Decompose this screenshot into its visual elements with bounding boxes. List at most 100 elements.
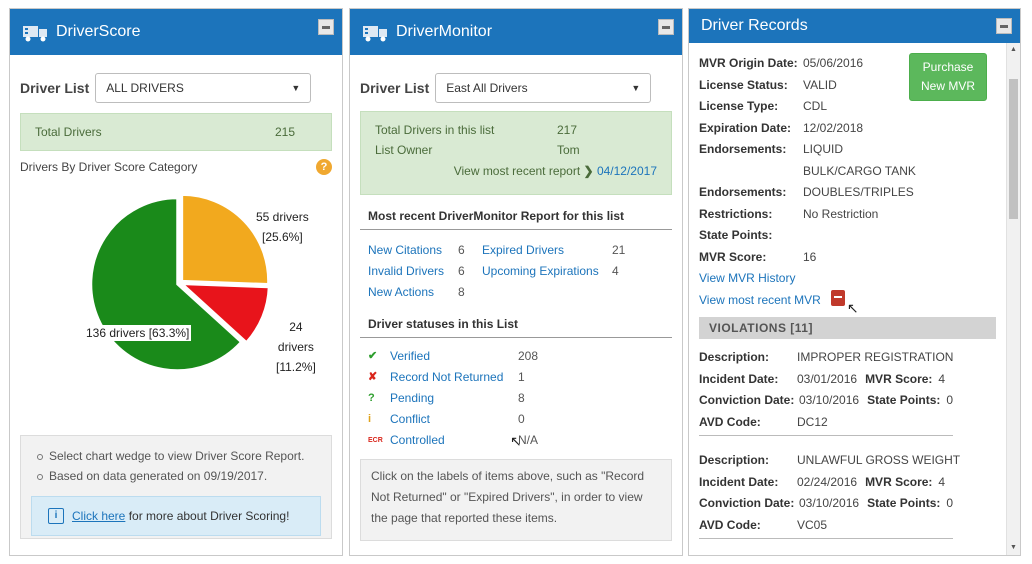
record-not-returned-link[interactable]: Record Not Returned — [390, 370, 504, 384]
category-row: Drivers By Driver Score Category ? — [10, 151, 342, 175]
driver-list-row: Driver List ALL DRIVERS ▼ — [10, 55, 342, 103]
recent-report-date-link[interactable]: 04/12/2017 — [596, 164, 657, 178]
driver-list-select[interactable]: East All Drivers ▼ — [435, 73, 652, 103]
chevron-down-icon: ▼ — [291, 83, 301, 93]
conflict-link[interactable]: Conflict — [390, 412, 431, 426]
purchase-new-mvr-button[interactable]: Purchase New MVR — [909, 53, 987, 101]
mouse-cursor-icon: ↖ — [510, 433, 522, 449]
slice-label-green[interactable]: 136 drivers [63.3%] — [84, 325, 192, 341]
category-label: Drivers By Driver Score Category — [20, 160, 198, 174]
mvr-field-row: BULK/CARGO TANK — [699, 161, 996, 183]
new-citations-link[interactable]: New Citations — [368, 243, 443, 257]
incident-date-value: 03/01/2016 — [797, 371, 858, 386]
scroll-thumb[interactable] — [1009, 79, 1018, 219]
upcoming-expirations-link[interactable]: Upcoming Expirations — [482, 264, 599, 278]
note-item: Based on data generated on 09/19/2017. — [31, 466, 321, 486]
view-mvr-history-link[interactable]: View MVR History — [699, 271, 796, 285]
total-drivers-box: Total Drivers 215 — [20, 113, 332, 151]
mvr-field-value: 12/02/2018 — [803, 120, 864, 135]
view-recent-mvr-link[interactable]: View most recent MVR — [699, 292, 821, 307]
controlled-count: N/A — [518, 433, 539, 447]
driverscore-header: DriverScore — [10, 9, 342, 55]
mvr-field-value: VALID — [803, 77, 837, 92]
truck-icon — [23, 26, 47, 42]
state-points-value: 0 — [946, 496, 954, 510]
mvr-fields: MVR Origin Date: 05/06/2016 License Status… — [699, 53, 996, 268]
click-here-link[interactable]: Click here — [72, 509, 126, 523]
expired-drivers-count: 21 — [612, 243, 626, 257]
mouse-cursor-icon: ↖ — [846, 299, 859, 316]
recent-mvr-row: View most recent MVR ↖ — [699, 289, 996, 316]
recent-report-label: View most recent report — [453, 164, 581, 178]
list-owner-value: Tom — [557, 143, 580, 157]
chevron-right-icon: ❯ — [583, 164, 594, 178]
pending-count: 8 — [518, 391, 525, 405]
drivermonitor-title: DriverMonitor — [396, 23, 493, 40]
mvr-field-value: No Restriction — [803, 206, 879, 221]
controlled-link[interactable]: Controlled — [390, 433, 445, 447]
drivermonitor-note: Click on the labels of items above, such… — [360, 459, 672, 541]
state-points-label: State Points: — [867, 393, 941, 407]
driver-records-panel: Driver Records Purchase New MVR MVR Orig… — [688, 8, 1021, 556]
mvr-field-label: Restrictions: — [699, 206, 773, 221]
mvr-field-label: License Status: — [699, 77, 788, 92]
mvr-field-label: MVR Origin Date: — [699, 56, 798, 70]
mvr-field-label: License Type: — [699, 99, 779, 113]
driver-score-pie-chart: 136 drivers [63.3%] 55 drivers [25.6%] 2… — [10, 185, 342, 415]
record-not-returned-count: 1 — [518, 370, 525, 384]
scroll-up-arrow-icon[interactable]: ▲ — [1010, 46, 1017, 53]
new-citations-count: 6 — [458, 243, 465, 257]
drivermonitor-panel: DriverMonitor Driver List East All Drive… — [349, 8, 683, 556]
conflict-count: 0 — [518, 412, 525, 426]
pending-icon: ? — [368, 392, 375, 404]
mvr-field-value: DOUBLES/TRIPLES — [803, 185, 914, 199]
pending-link[interactable]: Pending — [390, 391, 435, 405]
note-item: Select chart wedge to view Driver Score … — [31, 446, 321, 466]
description-label: Description: — [699, 453, 770, 467]
driver-list-value: ALL DRIVERS — [106, 81, 184, 95]
divider — [699, 435, 953, 436]
pie-slice-red[interactable] — [180, 283, 270, 344]
invalid-drivers-link[interactable]: Invalid Drivers — [368, 264, 445, 278]
status-row: i Conflict 0 — [368, 409, 664, 430]
slice-label-red[interactable]: 24 drivers [11.2%] — [276, 317, 316, 377]
mvr-field-row: License Type: CDL — [699, 96, 996, 118]
total-drivers-value: 215 — [275, 125, 296, 139]
driver-scoring-help-note: i Click here for more about Driver Scori… — [31, 496, 321, 536]
slice-label-orange[interactable]: 55 drivers [25.6%] — [256, 207, 309, 247]
total-list-label: Total Drivers in this list — [375, 123, 495, 137]
description-value: IMPROPER REGISTRATION — [797, 350, 954, 364]
description-value: UNLAWFUL GROSS WEIGHT — [797, 453, 961, 467]
state-points-label: State Points: — [867, 496, 941, 510]
mvr-field-value: 05/06/2016 — [803, 56, 864, 70]
report-row: Invalid Drivers 6 Upcoming Expirations 4 — [368, 261, 664, 282]
driver-list-select[interactable]: ALL DRIVERS ▼ — [95, 73, 312, 103]
driver-records-body: Purchase New MVR MVR Origin Date: 05/06/2… — [689, 43, 1006, 555]
mvr-field-row: MVR Origin Date: 05/06/2016 — [699, 53, 996, 75]
minimize-button[interactable] — [996, 18, 1012, 34]
help-note-text: for more about Driver Scoring! — [125, 509, 290, 523]
mvr-field-label: Endorsements: — [699, 185, 787, 199]
incident-date-label: Incident Date: — [699, 474, 779, 489]
new-actions-count: 8 — [458, 285, 465, 299]
help-icon[interactable]: ? — [316, 159, 332, 175]
scroll-down-arrow-icon[interactable]: ▼ — [1010, 544, 1017, 551]
minimize-button[interactable] — [318, 19, 334, 35]
pdf-icon[interactable] — [830, 289, 845, 306]
verified-link[interactable]: Verified — [390, 349, 431, 363]
status-row: ✔ Verified 208 — [368, 346, 664, 367]
slice-label-red-line2: drivers — [277, 340, 314, 354]
expired-drivers-link[interactable]: Expired Drivers — [482, 243, 565, 257]
not-returned-icon: ✘ — [368, 371, 378, 383]
new-actions-link[interactable]: New Actions — [368, 285, 435, 299]
slice-label-orange-line1: 55 drivers — [256, 210, 309, 224]
pie-slice-orange[interactable] — [181, 193, 270, 286]
mvr-field-value: LIQUID — [803, 142, 844, 156]
minimize-button[interactable] — [658, 19, 674, 35]
conviction-date-value: 03/10/2016 — [799, 393, 860, 407]
description-label: Description: — [699, 350, 770, 364]
new-mvr-label: New MVR — [920, 79, 975, 93]
vertical-scrollbar[interactable]: ▲ ▼ — [1006, 43, 1020, 555]
mvr-field-row: Expiration Date: 12/02/2018 — [699, 118, 996, 140]
avd-code-value: DC12 — [797, 414, 828, 429]
